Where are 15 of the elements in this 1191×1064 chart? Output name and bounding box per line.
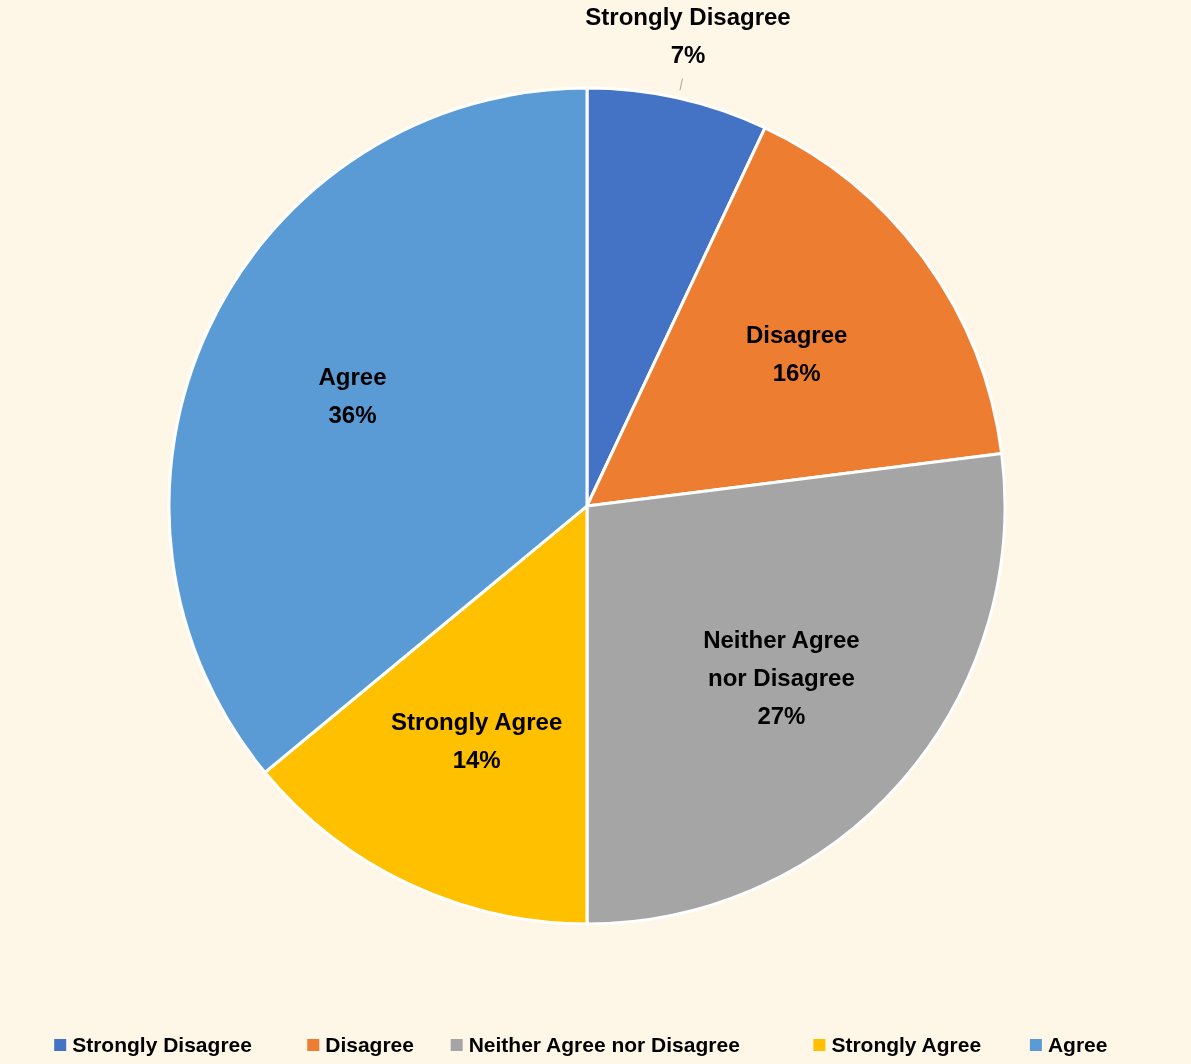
- data-label: 36%: [328, 401, 377, 429]
- slice-label: Disagree: [745, 321, 848, 349]
- legend-label: Strongly Agree: [831, 1033, 982, 1057]
- data-label: 7%: [670, 40, 706, 68]
- legend-label: Agree: [1047, 1033, 1108, 1057]
- data-label: 16%: [772, 359, 821, 387]
- data-label: 14%: [452, 745, 501, 773]
- legend-label: Disagree: [325, 1033, 414, 1057]
- slice-label: Neither Agree nor Disagree: [703, 625, 860, 691]
- data-label: 27%: [757, 701, 806, 729]
- slice-label: Strongly Disagree: [585, 2, 791, 30]
- slice-label: Agree: [318, 363, 387, 391]
- legend-label: Strongly Disagree: [72, 1033, 252, 1057]
- legend-label: Neither Agree nor Disagree: [468, 1033, 740, 1057]
- slice-label: Strongly Agree: [391, 707, 563, 735]
